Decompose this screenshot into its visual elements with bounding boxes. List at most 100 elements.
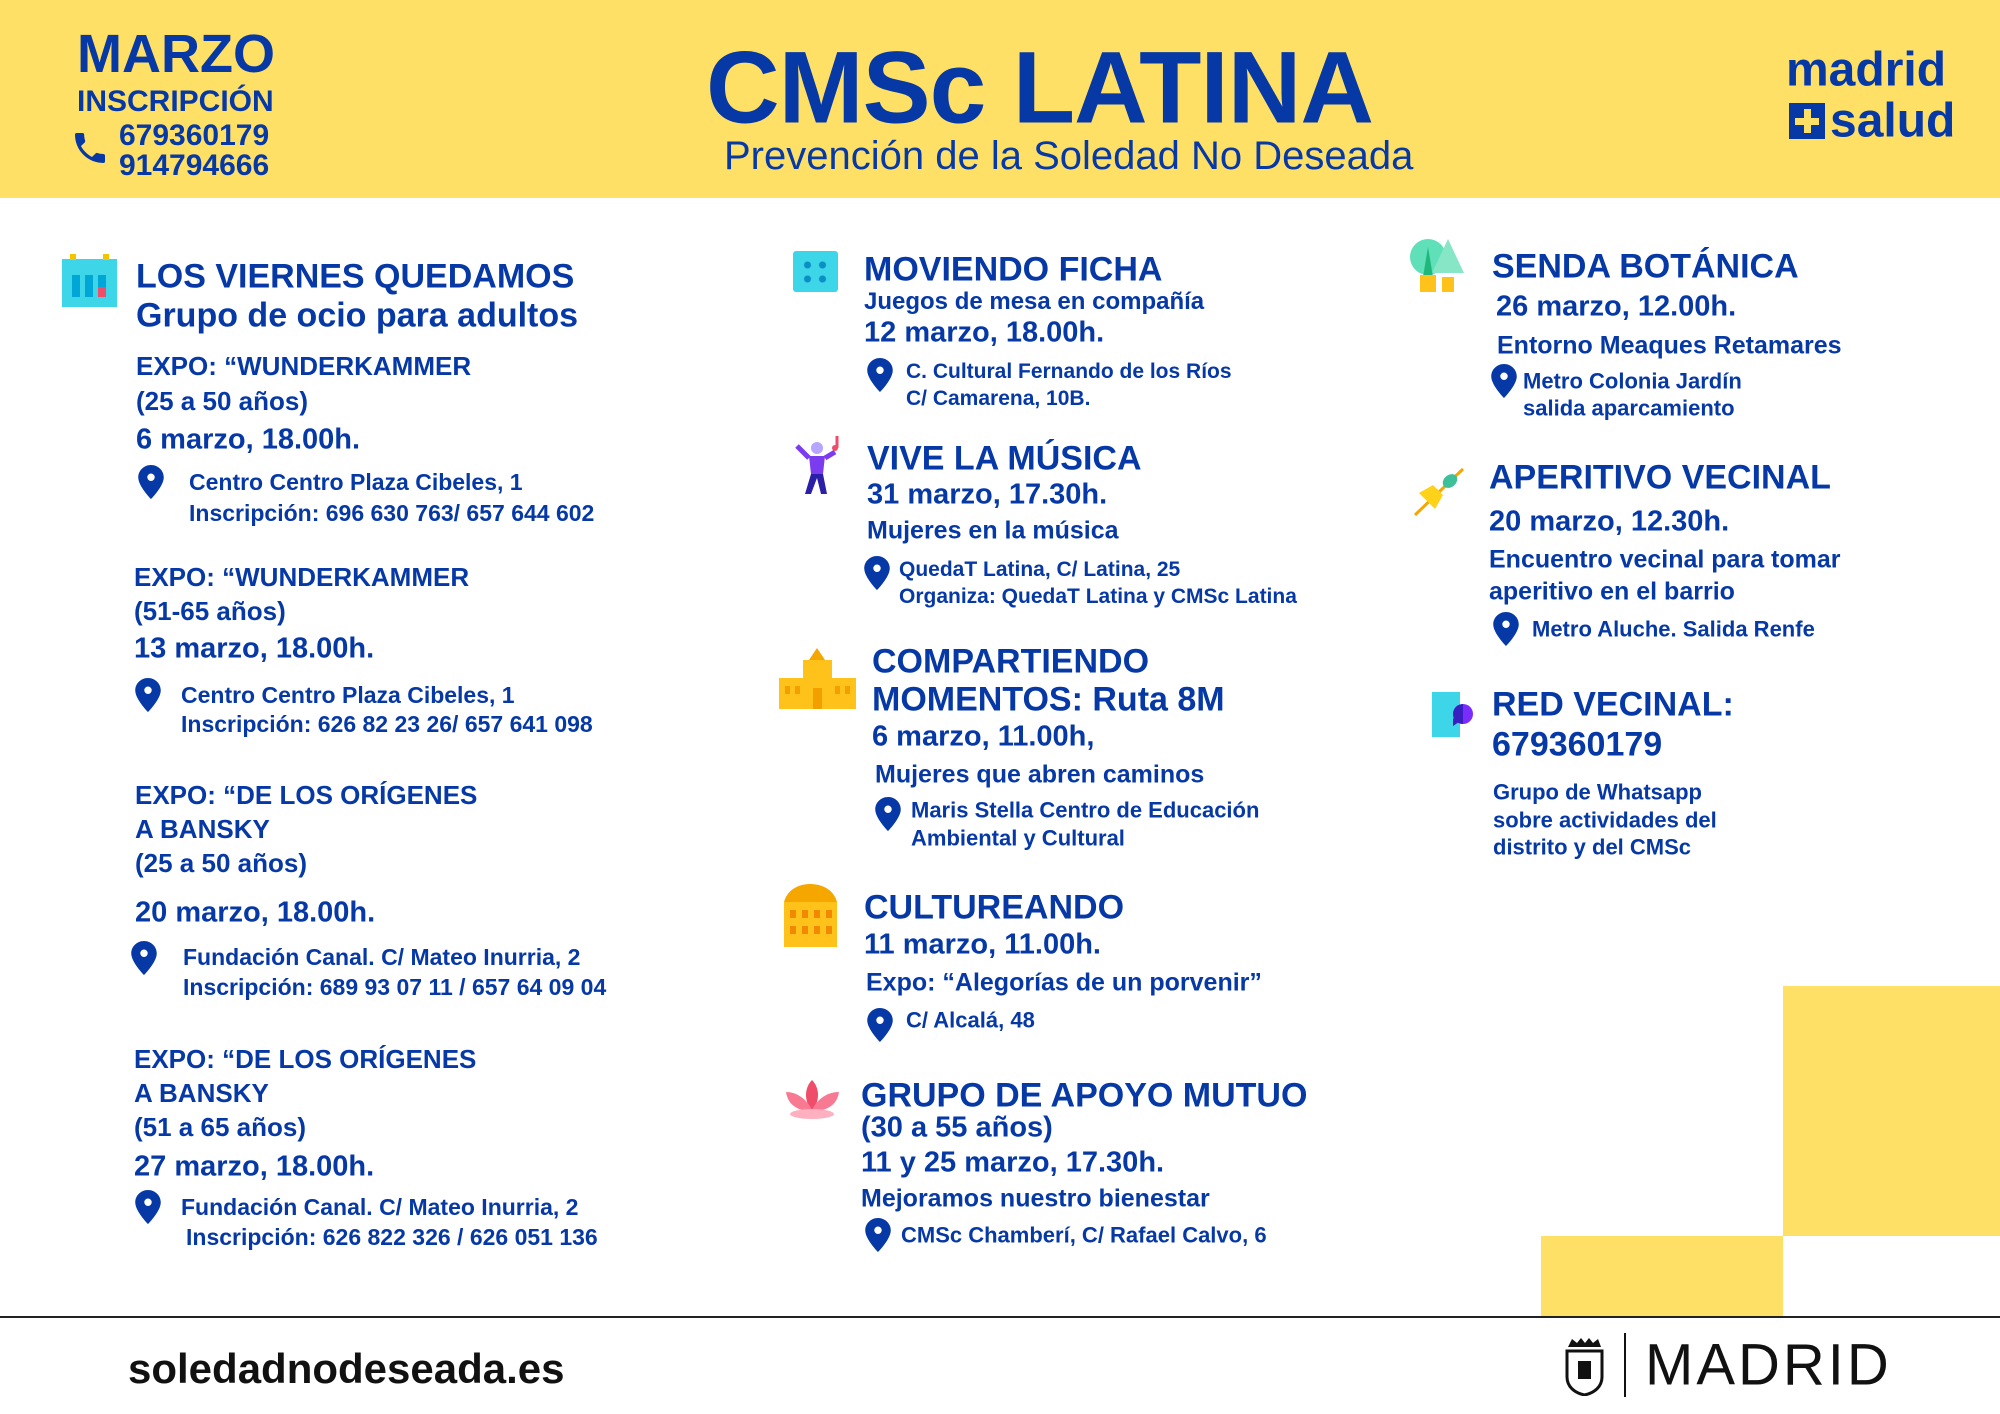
trees-icon (1410, 239, 1464, 292)
event-address: CMSc Chamberí, C/ Rafael Calvo, 6 (901, 1222, 1267, 1248)
event-age: (25 a 50 años) (135, 848, 307, 879)
network-description: Grupo de Whatsapp (1493, 779, 1702, 805)
event-title: EXPO: “WUNDERKAMMER (134, 562, 470, 593)
phone-2[interactable]: 914794666 (119, 148, 270, 182)
page-subtitle: Prevención de la Soledad No Deseada (724, 134, 1414, 178)
event-inscription: Inscripción: 696 630 763/ 657 644 602 (189, 499, 595, 526)
event-address: QuedaT Latina, C/ Latina, 25 (899, 557, 1181, 581)
location-pin-icon (135, 1190, 161, 1224)
event-description: Juegos de mesa en compañía (864, 288, 1205, 316)
event-description: Expo: “Alegorías de un porvenir” (866, 968, 1262, 997)
event-date: 31 marzo, 17.30h. (867, 478, 1108, 511)
aperitif-skewer-icon (1413, 467, 1464, 517)
section-title: LOS VIERNES QUEDAMOS (136, 257, 575, 296)
event-age: (51-65 años) (134, 596, 286, 627)
event-organizer: Organiza: QuedaT Latina y CMSc Latina (899, 584, 1297, 608)
calendar-icon (62, 254, 117, 307)
event-inscription: Inscripción: 689 93 07 11 / 657 64 09 04 (183, 973, 607, 1000)
event-address: Fundación Canal. C/ Mateo Inurria, 2 (183, 943, 581, 970)
event-inscription: Inscripción: 626 822 326 / 626 051 136 (186, 1223, 598, 1250)
event-date: 11 y 25 marzo, 17.30h. (861, 1146, 1165, 1179)
event-address: C. Cultural Fernando de los Ríos (906, 359, 1232, 383)
event-title: COMPARTIENDO (872, 642, 1150, 681)
header-banner (0, 0, 2000, 198)
event-address-2: Ambiental y Cultural (911, 825, 1125, 851)
dice-icon (793, 251, 838, 292)
event-address: Maris Stella Centro de Educación (911, 797, 1260, 823)
decorative-block (1541, 1236, 1783, 1317)
event-date: 27 marzo, 18.00h. (134, 1150, 375, 1183)
month: MARZO (77, 23, 275, 84)
event-date: 20 marzo, 12.30h. (1489, 505, 1730, 538)
chat-phone-icon (1432, 692, 1473, 737)
event-title: CULTUREANDO (864, 888, 1125, 927)
location-pin-icon (867, 1008, 893, 1042)
event-address: Centro Centro Plaza Cibeles, 1 (181, 681, 515, 708)
location-pin-icon (875, 797, 901, 831)
website-link[interactable]: soledadnodeseada.es (128, 1344, 565, 1392)
event-description-2: aperitivo en el barrio (1489, 577, 1735, 606)
event-address-2: C/ Camarena, 10B. (906, 386, 1091, 410)
phone-1[interactable]: 679360179 (119, 118, 270, 152)
location-pin-icon (131, 941, 157, 975)
page-title: CMSc LATINA (706, 30, 1374, 145)
inscription-label: INSCRIPCIÓN (77, 84, 274, 118)
logo-salud: salud (1830, 94, 1956, 148)
event-date: 20 marzo, 18.00h. (135, 896, 376, 929)
logo-madrid: madrid (1786, 43, 1947, 97)
plus-icon (1789, 103, 1825, 139)
event-address: Fundación Canal. C/ Mateo Inurria, 2 (181, 1193, 579, 1220)
location-pin-icon (138, 465, 164, 499)
event-title-2: A BANSKY (134, 1078, 269, 1109)
event-description: Entorno Meaques Retamares (1497, 331, 1842, 360)
network-description-3: distrito y del CMSc (1493, 834, 1692, 860)
event-title: GRUPO DE APOYO MUTUO (861, 1076, 1308, 1115)
event-age: (51 a 65 años) (134, 1112, 306, 1143)
event-title: EXPO: “DE LOS ORÍGENES (135, 780, 478, 811)
event-age: (30 a 55 años) (861, 1111, 1053, 1144)
network-title: RED VECINAL: (1492, 685, 1734, 724)
event-description: Mujeres en la música (867, 516, 1119, 545)
logo-divider (1624, 1333, 1626, 1397)
lotus-icon (786, 1080, 839, 1119)
location-pin-icon (864, 556, 890, 590)
event-address-2: salida aparcamiento (1523, 395, 1735, 421)
location-pin-icon (135, 678, 161, 712)
coat-of-arms-icon (1565, 1338, 1604, 1396)
event-title: SENDA BOTÁNICA (1492, 247, 1799, 286)
madrid-logo: MADRID (1645, 1332, 1892, 1398)
event-date: 26 marzo, 12.00h. (1496, 290, 1737, 323)
event-date: 11 marzo, 11.00h. (864, 928, 1101, 961)
event-date: 6 marzo, 11.00h, (872, 720, 1095, 753)
event-address: Metro Colonia Jardín (1523, 368, 1742, 394)
location-pin-icon (1491, 364, 1517, 398)
event-date: 12 marzo, 18.00h. (864, 316, 1105, 349)
event-title: EXPO: “WUNDERKAMMER (136, 351, 472, 382)
event-title: VIVE LA MÚSICA (867, 439, 1142, 478)
event-age: (25 a 50 años) (136, 386, 308, 417)
event-title-2: MOMENTOS: Ruta 8M (872, 680, 1225, 719)
palace-icon (784, 884, 837, 947)
phone-icon (75, 133, 105, 163)
section-subtitle: Grupo de ocio para adultos (136, 296, 579, 335)
event-description: Mejoramos nuestro bienestar (861, 1184, 1210, 1213)
event-address: C/ Alcalá, 48 (906, 1007, 1035, 1033)
location-pin-icon (865, 1218, 891, 1252)
music-dancer-icon (795, 436, 839, 494)
building-icon (779, 648, 856, 709)
event-title: APERITIVO VECINAL (1489, 458, 1831, 497)
event-description: Mujeres que abren caminos (875, 760, 1205, 789)
location-pin-icon (867, 358, 893, 392)
event-title: EXPO: “DE LOS ORÍGENES (134, 1044, 477, 1075)
network-description-2: sobre actividades del (1493, 807, 1717, 833)
location-pin-icon (1493, 612, 1519, 646)
event-inscription: Inscripción: 626 82 23 26/ 657 641 098 (181, 710, 593, 737)
event-date: 6 marzo, 18.00h. (136, 423, 361, 456)
footer-divider (0, 1316, 2000, 1318)
event-description: Encuentro vecinal para tomar (1489, 545, 1841, 574)
event-date: 13 marzo, 18.00h. (134, 632, 375, 665)
event-title: MOVIENDO FICHA (864, 250, 1163, 289)
event-address: Metro Aluche. Salida Renfe (1532, 616, 1815, 642)
network-phone[interactable]: 679360179 (1492, 725, 1663, 764)
event-title-2: A BANSKY (135, 814, 270, 845)
